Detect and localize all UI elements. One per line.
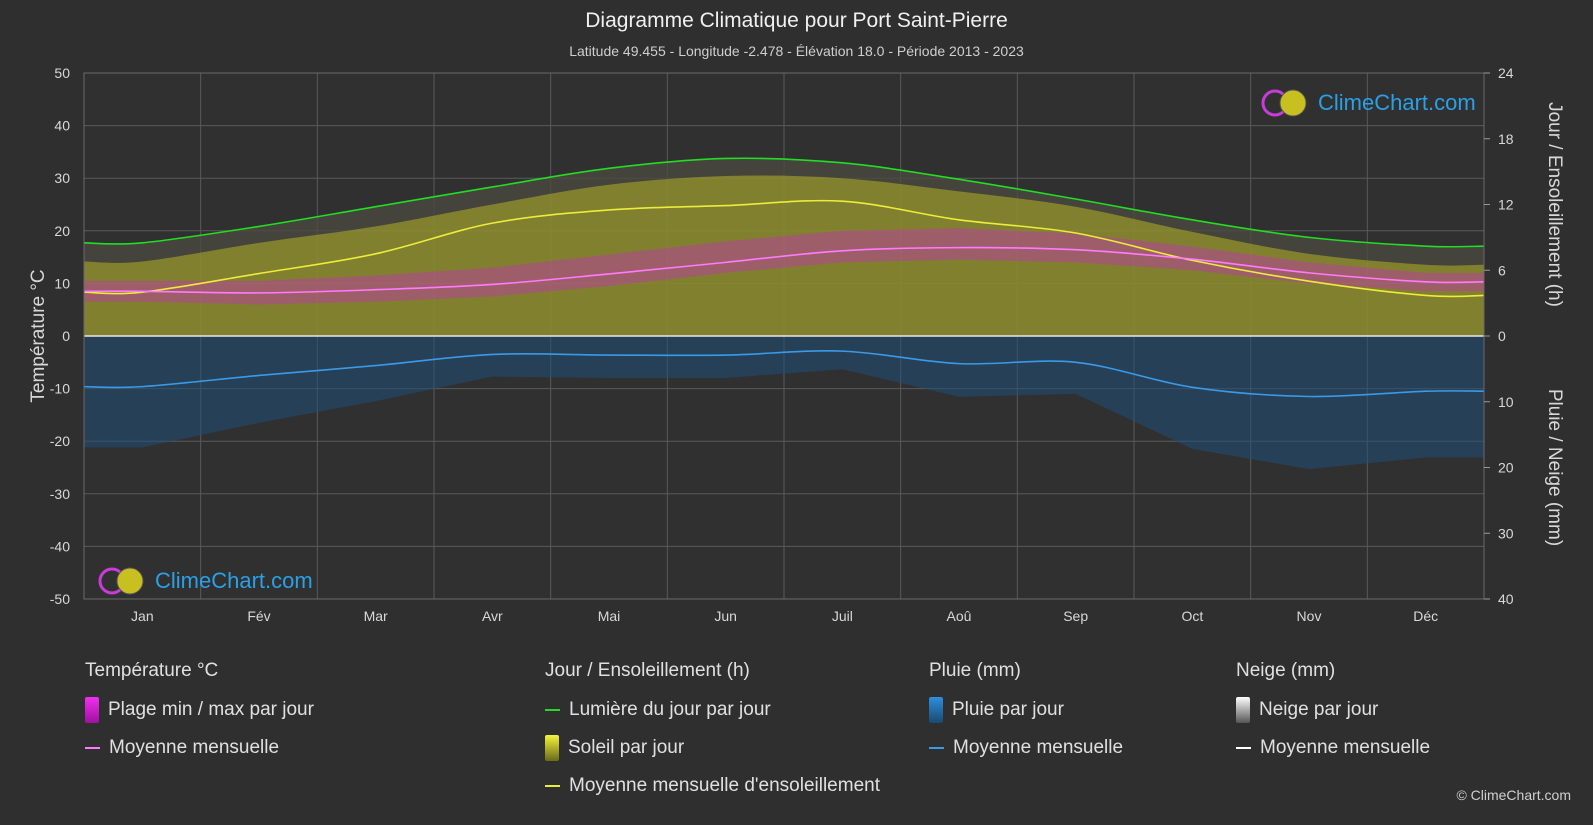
legend-label: Moyenne mensuelle d'ensoleillement xyxy=(569,775,880,796)
y-tick-label: -50 xyxy=(50,591,70,607)
climate-chart: 50 40 30 20 10 0 -10 -20 -30 -40 -50 24 18 12 6 0 10 20 30… xyxy=(28,65,1565,624)
y-tick-label: -10 xyxy=(50,381,70,397)
legend-temperature: Température °C Plage min / max par jour … xyxy=(85,660,314,767)
y-tick-label: 20 xyxy=(54,223,70,239)
legend-label: Neige par jour xyxy=(1259,699,1379,720)
legend-item-snow-mean: Moyenne mensuelle xyxy=(1236,729,1430,767)
legend-item-rain-mean: Moyenne mensuelle xyxy=(929,729,1123,767)
rain-area xyxy=(84,336,1484,470)
legend-label: Soleil par jour xyxy=(568,737,685,758)
y3-tick-label: 30 xyxy=(1498,525,1514,541)
legend-item-sunshine-mean: Moyenne mensuelle d'ensoleillement xyxy=(545,767,880,805)
y-axis-title: Température °C xyxy=(28,269,49,402)
x-tick-label: Mai xyxy=(598,608,621,624)
y-tick-label: 30 xyxy=(54,170,70,186)
x-tick-label: Sep xyxy=(1063,608,1088,624)
logo-text: ClimeChart.com xyxy=(1318,90,1476,115)
legend-sun-title: Jour / Ensoleillement (h) xyxy=(545,660,750,681)
y2-tick-label: 0 xyxy=(1498,328,1506,344)
y-tick-label: 40 xyxy=(54,118,70,134)
temp-range-swatch xyxy=(85,697,99,723)
temp-range-band xyxy=(84,228,1484,305)
legend-label: Lumière du jour par jour xyxy=(569,699,771,720)
x-tick-label: Déc xyxy=(1413,608,1438,624)
y2-axis-title: Jour / Ensoleillement (h) xyxy=(1544,102,1565,307)
copyright: © ClimeChart.com xyxy=(1456,787,1571,803)
daylight-swatch xyxy=(545,709,560,711)
daylight-line xyxy=(83,157,1485,248)
y-tick-label: -20 xyxy=(50,433,70,449)
y-tick-label: 0 xyxy=(62,328,70,344)
snow-mean-swatch xyxy=(1236,747,1251,749)
x-tick-label: Avr xyxy=(482,608,503,624)
x-tick-label: Oct xyxy=(1181,608,1203,624)
y-tick-label: 50 xyxy=(54,65,70,81)
legend-item-sunshine: Soleil par jour xyxy=(545,729,880,767)
legend-label: Plage min / max par jour xyxy=(108,699,314,720)
legend-label: Moyenne mensuelle xyxy=(1260,737,1431,758)
logo-top-right[interactable]: ClimeChart.com xyxy=(1258,88,1476,118)
rain-swatch xyxy=(929,697,943,723)
legend-item-snow: Neige par jour xyxy=(1236,691,1430,729)
legend-item-temp-range: Plage min / max par jour xyxy=(85,691,314,729)
rain-mean-line xyxy=(83,350,1485,398)
legend-temperature-title: Température °C xyxy=(85,660,219,681)
legend-rain: Pluie (mm) Pluie par jour Moyenne mensue… xyxy=(929,660,1123,767)
x-tick-label: Fév xyxy=(247,608,270,624)
legend-item-rain: Pluie par jour xyxy=(929,691,1123,729)
rain-mean-swatch xyxy=(929,747,944,749)
y2-tick-label: 18 xyxy=(1498,131,1514,147)
climechart-logo-icon xyxy=(1261,89,1307,117)
x-tick-label: Jun xyxy=(714,608,737,624)
y-tick-label: -40 xyxy=(50,538,70,554)
logo-bottom-left[interactable]: ClimeChart.com xyxy=(95,566,313,596)
snow-swatch xyxy=(1236,697,1250,723)
sunshine-swatch xyxy=(545,735,559,761)
legend: Température °C Plage min / max par jour … xyxy=(0,660,1593,810)
legend-item-temp-mean: Moyenne mensuelle xyxy=(85,729,314,767)
y-tick-label: 10 xyxy=(54,275,70,291)
y2-tick-label: 12 xyxy=(1498,197,1514,213)
x-tick-label: Juil xyxy=(832,608,853,624)
y3-tick-label: 40 xyxy=(1498,591,1514,607)
x-tick-label: Jan xyxy=(131,608,154,624)
y3-tick-label: 10 xyxy=(1498,394,1514,410)
legend-label: Moyenne mensuelle xyxy=(953,737,1124,758)
chart-title: Diagramme Climatique pour Port Saint-Pie… xyxy=(585,9,1008,32)
temp-mean-line xyxy=(83,246,1485,294)
y2-tick-label: 24 xyxy=(1498,65,1514,81)
x-tick-label: Aoû xyxy=(947,608,972,624)
legend-rain-title: Pluie (mm) xyxy=(929,660,1021,681)
y3-axis-title: Pluie / Neige (mm) xyxy=(1544,389,1565,546)
legend-sun: Jour / Ensoleillement (h) Lumière du jou… xyxy=(545,660,880,805)
sunshine-mean-swatch xyxy=(545,785,560,787)
legend-label: Moyenne mensuelle xyxy=(109,737,280,758)
y2-tick-label: 6 xyxy=(1498,262,1506,278)
temp-mean-swatch xyxy=(85,747,100,749)
x-tick-label: Mar xyxy=(364,608,388,624)
legend-label: Pluie par jour xyxy=(952,699,1064,720)
y3-tick-label: 20 xyxy=(1498,460,1514,476)
legend-snow: Neige (mm) Neige par jour Moyenne mensue… xyxy=(1236,660,1430,767)
legend-item-daylight: Lumière du jour par jour xyxy=(545,691,880,729)
sunshine-mean-line xyxy=(83,199,1485,298)
logo-text: ClimeChart.com xyxy=(155,568,313,593)
y-tick-label: -30 xyxy=(50,486,70,502)
legend-snow-title: Neige (mm) xyxy=(1236,660,1336,681)
chart-subtitle: Latitude 49.455 - Longitude -2.478 - Élé… xyxy=(569,43,1024,59)
x-tick-label: Nov xyxy=(1297,608,1322,624)
climechart-logo-icon xyxy=(98,567,144,595)
